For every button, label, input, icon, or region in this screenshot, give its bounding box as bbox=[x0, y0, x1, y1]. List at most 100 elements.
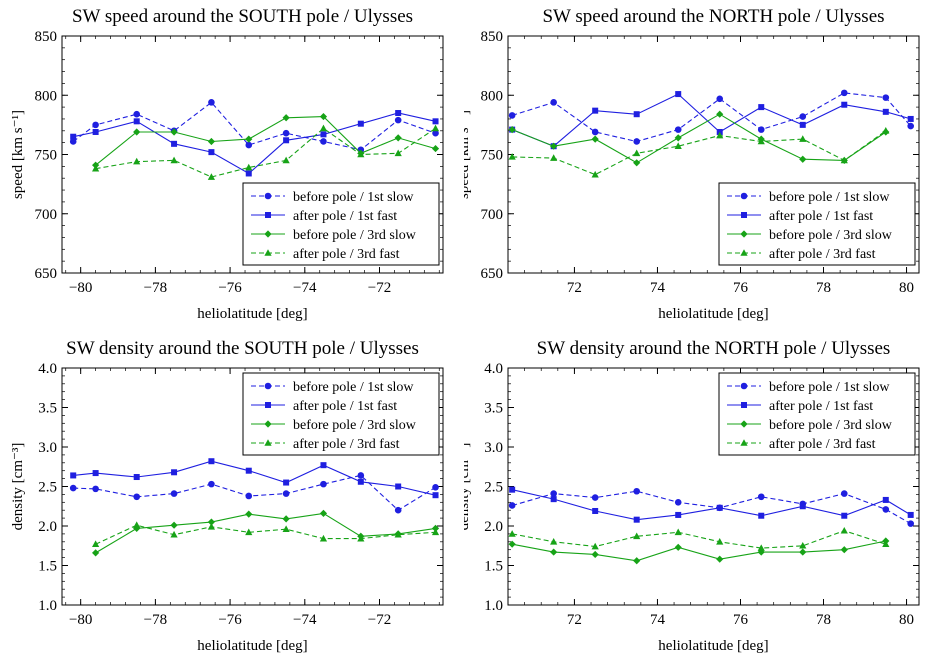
data-point bbox=[509, 486, 516, 493]
data-point bbox=[320, 480, 327, 488]
data-point bbox=[799, 121, 806, 128]
data-point bbox=[357, 478, 364, 485]
data-point bbox=[395, 110, 402, 117]
chart-south-density: SW density around the SOUTH pole / Ulyss… bbox=[0, 328, 464, 655]
x-tick-label: 80 bbox=[899, 612, 914, 628]
data-point bbox=[550, 154, 558, 161]
data-point bbox=[907, 122, 914, 130]
data-point bbox=[70, 472, 77, 479]
legend-entry: after pole / 3rd fast bbox=[769, 437, 876, 452]
legend-entry: before pole / 3rd slow bbox=[293, 228, 417, 243]
data-point bbox=[674, 528, 682, 536]
x-tick-label: −76 bbox=[218, 280, 242, 296]
data-point bbox=[92, 121, 99, 129]
chart-south-speed-svg: SW speed around the SOUTH pole / Ulysses… bbox=[10, 6, 444, 322]
chart-north-speed-svg: SW speed around the NORTH pole / Ulysses… bbox=[456, 6, 920, 322]
data-point bbox=[431, 124, 440, 132]
y-axis-label: density [cm⁻³] bbox=[10, 443, 26, 531]
chart-title: SW speed around the NORTH pole / Ulysses bbox=[542, 6, 884, 27]
data-point bbox=[282, 490, 290, 497]
y-tick-label: 800 bbox=[481, 88, 504, 104]
data-point bbox=[799, 113, 807, 120]
series-2 bbox=[70, 110, 439, 177]
series-line bbox=[95, 512, 436, 554]
legend-box bbox=[718, 182, 916, 266]
data-point bbox=[633, 138, 640, 145]
x-tick-label: −72 bbox=[368, 280, 391, 296]
data-point bbox=[394, 134, 402, 142]
legend-entry: after pole / 3rd fast bbox=[769, 247, 876, 262]
chart-title: SW density around the SOUTH pole / Ulyss… bbox=[66, 338, 419, 359]
data-point bbox=[840, 526, 848, 534]
data-point bbox=[508, 502, 516, 509]
data-point bbox=[799, 548, 807, 556]
legend: before pole / 1st slow after pole / 1st f… bbox=[718, 182, 916, 266]
legend-entry: before pole / 1st slow bbox=[769, 380, 890, 395]
y-tick-label: 1.0 bbox=[38, 598, 57, 614]
data-point bbox=[208, 480, 215, 488]
legend-swatch-marker bbox=[740, 192, 748, 200]
data-point bbox=[133, 521, 141, 529]
legend-entry: after pole / 3rd fast bbox=[293, 247, 400, 262]
x-tick-label: 78 bbox=[816, 612, 831, 628]
data-point bbox=[320, 138, 327, 145]
series-line bbox=[72, 101, 436, 151]
data-point bbox=[245, 467, 252, 474]
data-point bbox=[840, 89, 848, 97]
legend-entry: before pole / 1st slow bbox=[293, 380, 414, 395]
legend-box bbox=[242, 372, 440, 456]
data-point bbox=[633, 516, 640, 523]
series-3 bbox=[92, 509, 440, 557]
legend-swatch-marker bbox=[740, 230, 748, 238]
data-point bbox=[245, 510, 253, 518]
data-point bbox=[841, 101, 848, 108]
data-point bbox=[550, 548, 558, 556]
data-point bbox=[431, 524, 440, 532]
data-point bbox=[882, 496, 889, 503]
data-point bbox=[907, 511, 914, 518]
legend-swatch-marker bbox=[264, 420, 272, 428]
data-point bbox=[675, 511, 682, 518]
data-point bbox=[133, 128, 141, 136]
legend-swatch-marker bbox=[741, 402, 747, 408]
data-point bbox=[882, 108, 889, 115]
data-point bbox=[394, 506, 402, 514]
data-point bbox=[799, 503, 806, 510]
data-point bbox=[550, 490, 557, 497]
legend-swatch-marker bbox=[740, 439, 748, 446]
data-point bbox=[799, 135, 807, 142]
legend-swatch-marker bbox=[264, 382, 272, 390]
legend-swatch-marker bbox=[265, 402, 271, 408]
legend-swatch-marker bbox=[740, 249, 748, 256]
data-point bbox=[92, 470, 99, 477]
data-point bbox=[92, 540, 100, 547]
y-tick-label: 750 bbox=[481, 148, 504, 164]
series-4 bbox=[508, 526, 890, 551]
data-point bbox=[508, 530, 516, 537]
series-line bbox=[73, 460, 436, 496]
data-point bbox=[757, 126, 765, 133]
data-point bbox=[319, 124, 328, 132]
data-point bbox=[282, 114, 290, 122]
series-line bbox=[512, 540, 886, 562]
chart-north-density-svg: SW density around the NORTH pole / Ulyss… bbox=[456, 338, 920, 654]
data-point bbox=[432, 483, 439, 491]
data-point bbox=[92, 549, 100, 557]
data-point bbox=[882, 540, 890, 547]
data-point bbox=[432, 118, 439, 125]
x-tick-label: 74 bbox=[650, 280, 666, 296]
chart-title: SW speed around the SOUTH pole / Ulysses bbox=[72, 6, 413, 27]
legend-swatch-marker bbox=[265, 212, 271, 218]
data-point bbox=[394, 530, 402, 538]
y-tick-label: 2.5 bbox=[38, 480, 57, 496]
data-point bbox=[633, 557, 641, 565]
chart-title: SW density around the NORTH pole / Ulyss… bbox=[537, 338, 891, 359]
data-point bbox=[320, 131, 327, 138]
data-point bbox=[882, 506, 890, 513]
legend: before pole / 1st slow after pole / 1st f… bbox=[242, 372, 440, 456]
legend-entry: before pole / 1st slow bbox=[293, 190, 414, 205]
data-point bbox=[907, 520, 914, 527]
y-tick-label: 850 bbox=[35, 29, 58, 45]
data-point bbox=[283, 479, 290, 486]
series-line bbox=[512, 530, 886, 549]
